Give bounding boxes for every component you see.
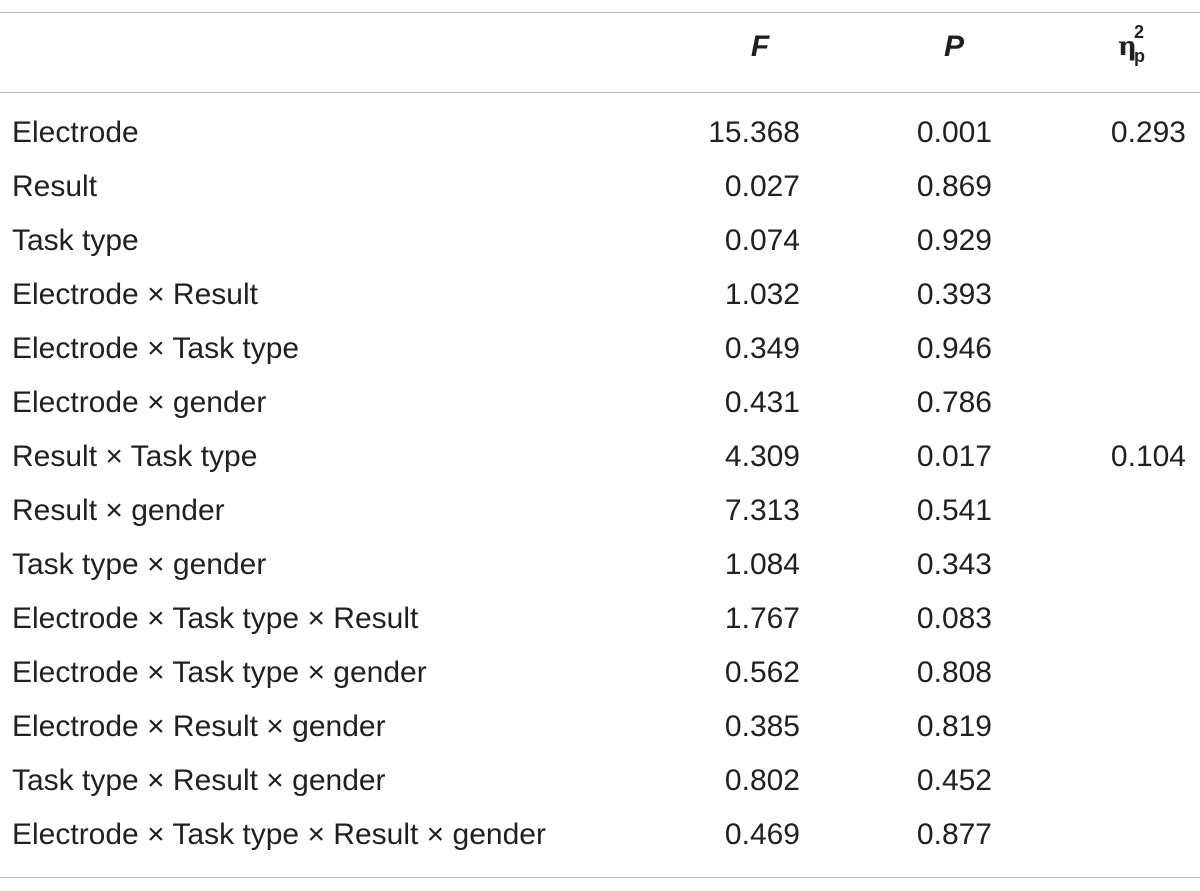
header-f: F [750, 30, 770, 63]
p-value-cell: 0.083 [916, 602, 992, 635]
p-value-cell: 0.819 [916, 710, 992, 743]
header-eta-squared: η 2 p [1118, 22, 1145, 66]
table-row: Electrode × gender 0.431 0.786 [0, 378, 1200, 432]
f-value-cell: 0.385 [724, 710, 800, 743]
f-value-cell: 7.313 [724, 494, 800, 527]
eta-value-cell: 0.293 [1110, 116, 1186, 149]
effect-cell: Result × Task type [12, 440, 258, 473]
effect-cell: Electrode × Task type × gender [12, 656, 427, 689]
effect-cell: Electrode × Task type × Result × gender [12, 818, 546, 851]
effect-cell: Result × gender [12, 494, 225, 527]
f-value-cell: 0.349 [724, 332, 800, 365]
table-header-row: F P η 2 p [0, 22, 1200, 80]
table-row: Electrode × Task type × Result × gender 0… [0, 810, 1200, 864]
f-value-cell: 0.562 [724, 656, 800, 689]
effect-cell: Electrode × gender [12, 386, 267, 419]
effect-cell: Task type × gender [12, 548, 267, 581]
effect-cell: Electrode × Result × gender [12, 710, 386, 743]
eta-value-cell: 0.104 [1110, 440, 1186, 473]
p-value-cell: 0.786 [916, 386, 992, 419]
f-value-cell: 1.084 [724, 548, 800, 581]
p-value-cell: 0.001 [916, 116, 992, 149]
header-p: P [943, 30, 964, 63]
table-row: Electrode × Result × gender 0.385 0.819 [0, 702, 1200, 756]
f-value-cell: 0.027 [724, 170, 800, 203]
effect-cell: Result [12, 170, 98, 203]
table-row: Task type × gender 1.084 0.343 [0, 540, 1200, 594]
p-value-cell: 0.946 [916, 332, 992, 365]
f-value-cell: 1.767 [724, 602, 800, 635]
table-row: Electrode × Task type × gender 0.562 0.808 [0, 648, 1200, 702]
table-bottom-rule [0, 877, 1200, 878]
effect-cell: Electrode × Task type [12, 332, 300, 365]
table-row: Task type 0.074 0.929 [0, 216, 1200, 270]
table-row: Electrode × Result 1.032 0.393 [0, 270, 1200, 324]
table-top-rule [0, 12, 1200, 13]
f-value-cell: 15.368 [708, 116, 800, 149]
p-value-cell: 0.393 [916, 278, 992, 311]
p-value-cell: 0.017 [916, 440, 992, 473]
table-row: Electrode × Task type × Result 1.767 0.083 [0, 594, 1200, 648]
effect-cell: Task type [12, 224, 139, 257]
table-row: Result × gender 7.313 0.541 [0, 486, 1200, 540]
table-row: Result × Task type 4.309 0.017 0.104 [0, 432, 1200, 486]
f-value-cell: 0.469 [724, 818, 800, 851]
f-value-cell: 1.032 [724, 278, 800, 311]
header-eta-subscript: p [1134, 46, 1145, 66]
p-value-cell: 0.869 [916, 170, 992, 203]
effect-cell: Electrode × Result [12, 278, 258, 311]
p-value-cell: 0.452 [916, 764, 992, 797]
f-value-cell: 0.431 [724, 386, 800, 419]
header-eta-superscript: 2 [1134, 22, 1145, 42]
p-value-cell: 0.929 [916, 224, 992, 257]
f-value-cell: 4.309 [724, 440, 800, 473]
effect-cell: Task type × Result × gender [12, 764, 386, 797]
table-row: Task type × Result × gender 0.802 0.452 [0, 756, 1200, 810]
f-value-cell: 0.074 [724, 224, 800, 257]
effect-cell: Electrode × Task type × Result [12, 602, 419, 635]
p-value-cell: 0.343 [916, 548, 992, 581]
p-value-cell: 0.877 [916, 818, 992, 851]
table-row: Electrode × Task type 0.349 0.946 [0, 324, 1200, 378]
table-header-rule [0, 92, 1200, 93]
f-value-cell: 0.802 [724, 764, 800, 797]
p-value-cell: 0.808 [916, 656, 992, 689]
header-eta-symbol: η [1118, 32, 1137, 62]
p-value-cell: 0.541 [916, 494, 992, 527]
table-row: Result 0.027 0.869 [0, 162, 1200, 216]
table-body: Electrode 15.368 0.001 0.293 Result 0.027 0.86… [0, 108, 1200, 864]
table-row: Electrode 15.368 0.001 0.293 [0, 108, 1200, 162]
effect-cell: Electrode [12, 116, 139, 149]
